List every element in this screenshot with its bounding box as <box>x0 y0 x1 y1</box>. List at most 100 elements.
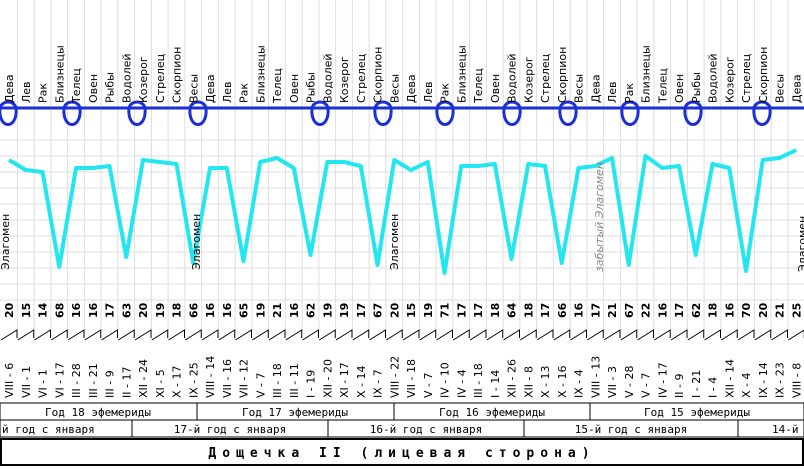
day-count: 17 <box>539 303 552 318</box>
zodiac-sign: Стрелец <box>355 54 368 103</box>
zodiac-sign: Водолей <box>120 53 133 103</box>
zigzag <box>335 329 353 341</box>
date: IX - 25 <box>187 362 200 398</box>
zigzag <box>536 329 554 341</box>
zigzag <box>385 329 403 341</box>
zigzag <box>586 329 604 341</box>
columns: Дева 20 VIII - 6 Лев 15 VII - 1 Рак 14 VI - 1 Бли… <box>0 45 804 398</box>
zigzag <box>117 329 135 341</box>
date: I - 14 <box>489 370 502 398</box>
ephemeris-year: Год 15 эфемериды <box>644 406 750 419</box>
january-year: 16-й год с января <box>370 423 483 436</box>
zodiac-sign: Овен <box>288 74 301 103</box>
cyan-curve <box>7 148 798 275</box>
date: X - 17 <box>171 366 184 399</box>
zodiac-sign: Овен <box>87 74 100 103</box>
zodiac-sign: Козерог <box>522 56 535 103</box>
date: IX - 7 <box>372 369 385 398</box>
zigzag <box>503 329 520 341</box>
zigzag <box>318 329 336 341</box>
day-count: 16 <box>204 302 217 318</box>
zigzag <box>50 329 68 341</box>
date: IX - 23 <box>774 362 787 398</box>
day-count: 20 <box>757 302 770 318</box>
date: X - 4 <box>740 373 753 399</box>
zigzag <box>201 329 219 341</box>
day-count: 18 <box>707 303 720 318</box>
zodiac-sign: Водолей <box>707 53 720 103</box>
date: IV - 10 <box>439 362 452 398</box>
zigzag <box>151 329 169 341</box>
date: VII - 12 <box>238 359 251 398</box>
date: XI - 17 <box>338 362 351 398</box>
date: IX - 4 <box>573 369 586 398</box>
zodiac-sign: Дева <box>204 74 217 103</box>
zodiac-sign: Скорпион <box>757 47 770 103</box>
day-count: 16 <box>288 302 301 318</box>
day-count: 63 <box>120 303 133 318</box>
day-count: 17 <box>104 303 117 318</box>
ephemeris-year: Год 18 эфемериды <box>45 406 151 419</box>
day-count: 19 <box>321 303 334 318</box>
zigzag <box>637 329 654 341</box>
date: V - 7 <box>254 373 267 399</box>
blue-loop <box>620 100 640 126</box>
title-box <box>0 438 804 466</box>
day-count: 16 <box>656 302 669 318</box>
zodiac-sign: Стрелец <box>154 54 167 103</box>
blue-loop <box>373 100 393 126</box>
date: X - 16 <box>556 366 569 399</box>
date: VII - 16 <box>221 359 234 398</box>
date: I - 21 <box>690 370 703 398</box>
elagomen-label: Элагомен <box>796 216 804 272</box>
date: XI - 5 <box>154 369 167 398</box>
zigzag <box>101 329 118 341</box>
zodiac-sign: Телец <box>472 68 485 104</box>
zigzag <box>620 329 638 341</box>
day-count: 20 <box>3 302 16 318</box>
day-count: 16 <box>87 302 100 318</box>
zodiac-sign: Рак <box>238 83 251 103</box>
zodiac-sign: Телец <box>271 68 284 104</box>
date: II - 9 <box>673 374 686 398</box>
date: XII - 14 <box>723 359 736 398</box>
zodiac-sign: Овен <box>673 74 686 103</box>
elagomen-label: Элагомен <box>388 214 401 270</box>
day-count: 68 <box>53 303 66 318</box>
zodiac-sign: Рыбы <box>690 72 703 103</box>
blue-loop <box>0 100 18 126</box>
day-count: 62 <box>305 303 318 318</box>
january-year: 17-й год с января <box>174 423 287 436</box>
zodiac-sign: Близнецы <box>640 45 653 103</box>
zigzag <box>787 329 804 341</box>
date: XII - 8 <box>522 366 535 398</box>
day-count: 21 <box>606 303 619 318</box>
day-count: 14 <box>37 302 50 318</box>
zigzag <box>653 329 671 341</box>
zigzag <box>436 329 453 341</box>
zigzag <box>720 329 738 341</box>
date: III - 21 <box>87 363 100 398</box>
day-count: 15 <box>405 303 418 318</box>
zigzag <box>369 329 386 341</box>
elagomen-label: Элагомен <box>0 214 12 270</box>
date: III - 18 <box>271 363 284 398</box>
day-count: 15 <box>20 303 33 318</box>
zigzag <box>486 329 504 341</box>
blue-loop <box>188 100 208 126</box>
date: VII - 18 <box>405 359 418 398</box>
zodiac-sign: Телец <box>70 68 83 104</box>
zodiac-sign: Рыбы <box>305 72 318 103</box>
ephemeris-year: Год 17 эфемериды <box>242 406 348 419</box>
zigzag <box>302 329 319 341</box>
zigzag <box>419 329 437 341</box>
zodiac-sign: Скорпион <box>372 47 385 103</box>
zodiac-sign: Весы <box>573 74 586 103</box>
zigzag <box>704 329 721 341</box>
zodiac-sign: Близнецы <box>53 45 66 103</box>
date: V - 7 <box>640 373 653 399</box>
zodiac-sign: Стрелец <box>740 54 753 103</box>
zodiac-sign: Козерог <box>338 56 351 103</box>
zodiac-sign: Овен <box>489 74 502 103</box>
